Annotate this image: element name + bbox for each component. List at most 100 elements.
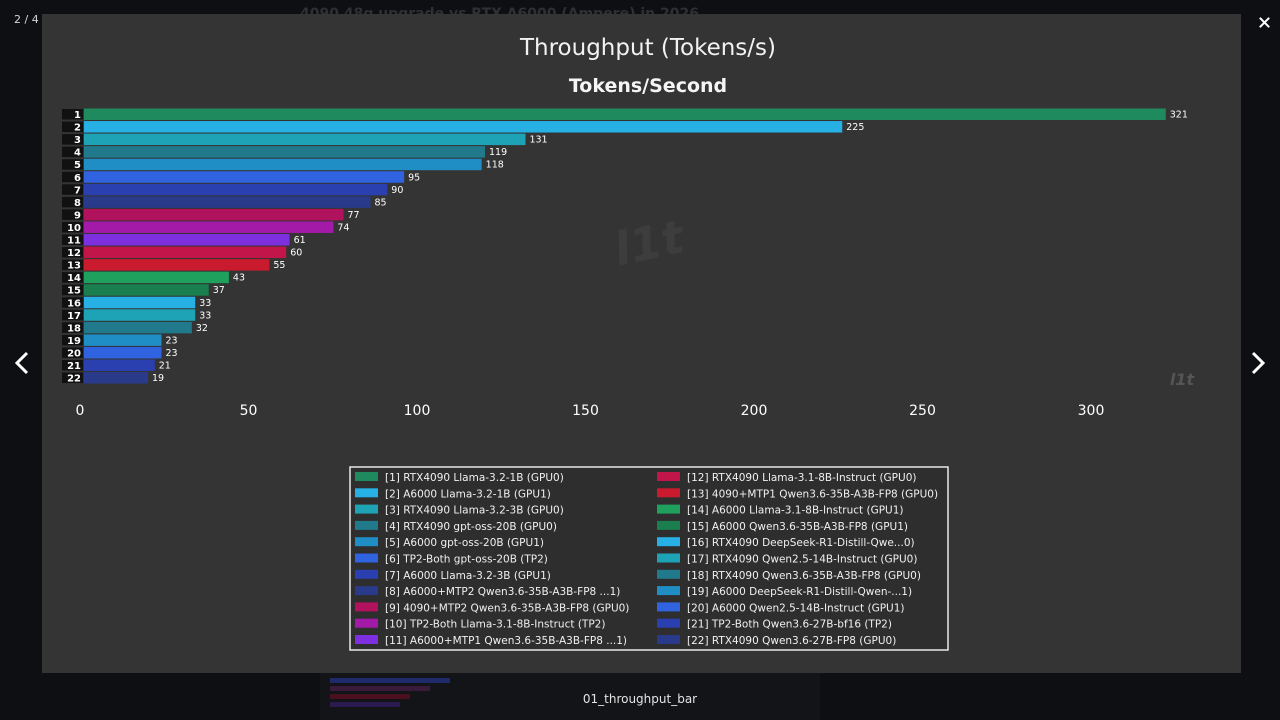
bar-value-label: 23 [166,335,178,346]
x-tick-label: 300 [1078,403,1105,419]
x-tick-label: 200 [741,403,768,419]
close-button[interactable] [1248,0,1280,44]
legend-swatch [657,520,680,530]
bar [84,359,155,371]
legend-entry: [17] RTX4090 Qwen2.5-14B-Instruct (GPU0) [687,554,917,566]
legend-entry: [13] 4090+MTP1 Qwen3.6-35B-A3B-FP8 (GPU0… [687,488,938,500]
legend-entry: [18] RTX4090 Qwen3.6-35B-A3B-FP8 (GPU0) [687,570,921,582]
bar-index-badge [62,334,83,346]
legend-entry: [5] A6000 gpt-oss-20B (GPU1) [385,537,544,549]
bar-index-label: 1 [74,110,81,121]
bar-index-label: 4 [74,148,81,159]
bar-index-badge [62,347,83,358]
legend: [1] RTX4090 Llama-3.2-1B (GPU0) [2] A6000… [355,472,938,647]
legend-entry: [8] A6000+MTP2 Qwen3.6-35B-A3B-FP8 ...1) [385,586,620,598]
x-axis: 0 50 100 150 200 250 300 [76,403,1105,419]
bar [84,208,344,221]
legend-entry: [2] A6000 Llama-3.2-1B (GPU1) [385,488,551,500]
background-chart-strip [320,672,820,720]
slide-figure: Throughput (Tokens/s) Tokens/Second l1t … [42,14,1241,673]
x-tick-label: 250 [909,403,936,419]
legend-entry: [3] RTX4090 Llama-3.2-3B (GPU0) [385,505,564,517]
bar [84,196,371,208]
bar-index-label: 7 [74,185,81,196]
legend-entry: [4] RTX4090 gpt-oss-20B (GPU0) [385,521,557,533]
legend-entry: [20] A6000 Qwen2.5-14B-Instruct (GPU1) [687,602,905,614]
bar-index-badge [62,309,83,321]
bar-index-badge [62,134,83,145]
bar [84,246,287,259]
bar-index-badge [62,284,83,296]
bar-value-label: 60 [290,248,302,259]
legend-swatch [657,569,680,579]
previous-image-button[interactable] [0,340,44,386]
legend-swatch [657,553,680,563]
bar [84,309,196,321]
legend-swatch [355,602,378,612]
bar-index-badge [62,196,83,208]
legend-entry: [11] A6000+MTP1 Qwen3.6-35B-A3B-FP8 ...1… [385,635,627,647]
bar-index-label: 16 [67,298,81,309]
bar-value-label: 95 [408,172,420,183]
throughput-figure: Throughput (Tokens/s) Tokens/Second l1t … [62,35,1196,651]
bar-index-badge [62,234,83,245]
legend-swatch [355,504,378,514]
legend-swatch [657,618,680,628]
x-tick-label: 0 [76,403,85,419]
next-image-button[interactable] [1236,340,1280,386]
bar [84,158,482,171]
bar [84,221,334,233]
legend-box [349,466,949,651]
legend-swatch [355,618,378,628]
bar [84,234,290,246]
bar-index-badge [62,159,83,170]
legend-entry: [7] A6000 Llama-3.2-3B (GPU1) [385,570,551,582]
legend-swatch [657,504,680,514]
bar-index-label: 15 [67,286,81,297]
legend-swatch [355,520,378,530]
chart-title: Tokens/Second [569,75,727,97]
bar-index-label: 8 [74,198,81,209]
legend-entry: [22] RTX4090 Qwen3.6-27B-FP8 (GPU0) [687,635,896,647]
bar [84,284,209,296]
legend-swatch [355,569,378,579]
legend-swatch [355,635,378,644]
bar-index-badge [62,297,83,308]
bar-value-label: 19 [152,373,164,384]
legend-swatch [657,488,680,498]
legend-swatch [355,553,378,563]
watermark-corner: l1t [1170,370,1196,389]
bar-value-label: 119 [489,147,507,158]
bar-index-badge [62,259,83,271]
bar-index-label: 11 [67,236,81,247]
bar-value-label: 33 [199,298,211,309]
bar-index-label: 17 [67,311,81,322]
legend-entry: [16] RTX4090 DeepSeek-R1-Distill-Qwe...0… [687,537,915,549]
bar-value-label: 21 [159,361,171,372]
legend-swatch [355,537,378,547]
figure-suptitle: Throughput (Tokens/s) [519,35,776,61]
legend-entry: [12] RTX4090 Llama-3.1-8B-Instruct (GPU0… [687,472,916,484]
bar-index-badge [62,272,83,283]
legend-swatch [355,472,378,481]
legend-swatch [657,537,680,547]
bar [84,183,388,196]
bar-value-label: 90 [391,185,403,196]
bar-index-label: 20 [67,348,81,359]
bar [84,346,162,359]
bar [84,321,192,334]
bar-index-badge [62,171,83,183]
x-tick-label: 150 [572,403,599,419]
bar-value-label: 77 [347,210,359,221]
image-counter: 2 / 4 [14,13,39,26]
bar-index-label: 18 [67,323,81,334]
bar-value-label: 37 [213,285,225,296]
bar [84,121,843,133]
bar-index-label: 10 [67,223,81,234]
legend-entry: [10] TP2-Both Llama-3.1-8B-Instruct (TP2… [385,619,605,631]
bar-index-label: 2 [74,123,81,134]
bar-index-badge [62,372,83,384]
bar-index-label: 21 [67,361,81,372]
bar-index-badge [62,247,83,258]
